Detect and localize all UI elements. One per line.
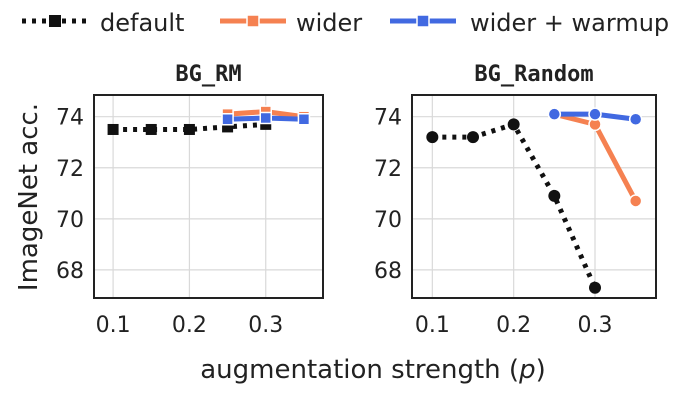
data-point-wider-warmup — [221, 113, 234, 126]
y-tick-label: 72 — [56, 157, 84, 182]
panel-bg-rm: BG_RM 68 70 72 74 0.1 0.2 0.3 — [56, 62, 324, 338]
data-point-wider-warmup — [259, 111, 272, 125]
data-point-default — [426, 131, 439, 144]
data-point-default — [222, 121, 234, 133]
x-tick-label: 0.2 — [172, 313, 207, 338]
panel-title: BG_RM — [175, 62, 241, 87]
legend-marker-wider — [246, 14, 260, 28]
x-tick-label: 0.1 — [96, 313, 131, 338]
data-point-default — [467, 131, 479, 144]
legend-entry-wider: wider — [220, 9, 362, 37]
y-tick-label: 70 — [374, 208, 402, 233]
data-point-wider-warmup — [628, 112, 643, 127]
legend-label-default: default — [100, 9, 184, 37]
data-point-wider-warmup — [547, 107, 562, 121]
data-point-default — [145, 123, 157, 135]
y-tick-label: 74 — [374, 106, 402, 131]
x-tick-label: 0.2 — [496, 313, 531, 338]
legend-entry-warmup: wider + warmup — [390, 9, 669, 37]
data-point-wider-warmup — [588, 107, 602, 121]
data-point-default — [183, 123, 195, 135]
x-axis-label: augmentation strength (p) — [200, 355, 546, 385]
legend-entry-default: default — [22, 9, 184, 37]
panel-bg-random: BG_Random 68 70 72 74 0.1 0.2 0.3 — [374, 62, 657, 338]
data-point-wider-warmup — [297, 113, 311, 126]
y-axis-label: ImageNet acc. — [14, 103, 44, 291]
y-tick-label: 70 — [56, 208, 84, 233]
y-tick-label: 68 — [374, 259, 402, 284]
y-tick-label: 68 — [56, 259, 84, 284]
legend-marker-warmup — [416, 14, 430, 28]
legend-marker-default — [49, 15, 61, 27]
x-tick-label: 0.1 — [415, 313, 450, 338]
data-point-default — [507, 118, 520, 131]
data-point-default — [548, 189, 561, 202]
plot-frame — [93, 94, 324, 299]
y-tick-label: 72 — [374, 157, 402, 182]
panel-title: BG_Random — [474, 62, 593, 87]
legend: default wider wider + warmup — [22, 9, 669, 37]
plot-frame — [411, 94, 657, 299]
data-point-default — [107, 123, 119, 135]
legend-label-wider: wider — [296, 9, 362, 37]
x-tick-label: 0.3 — [578, 313, 613, 338]
y-tick-label: 74 — [56, 106, 84, 131]
data-point-default — [589, 281, 601, 294]
x-tick-label: 0.3 — [248, 313, 283, 338]
legend-label-warmup: wider + warmup — [470, 9, 669, 37]
data-point-default — [260, 118, 272, 130]
data-point-wider — [628, 194, 643, 208]
